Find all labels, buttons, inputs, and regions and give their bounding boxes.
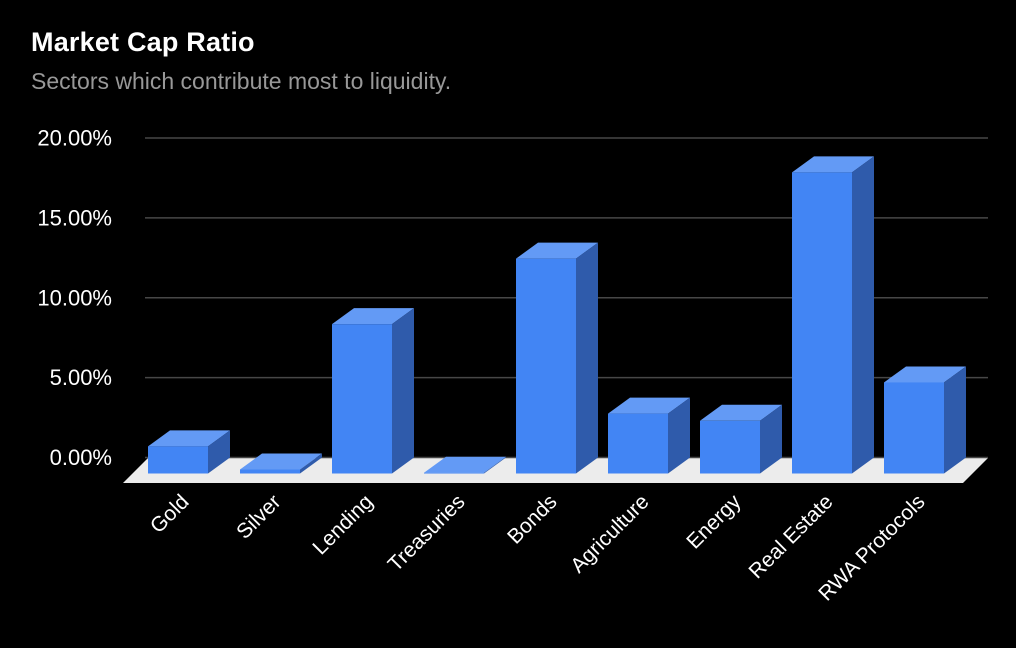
- bar-side-face: [852, 156, 874, 474]
- x-category-label: Agriculture: [566, 490, 653, 577]
- y-tick-label: 20.00%: [37, 126, 112, 151]
- bar-side-face: [484, 456, 506, 474]
- bar-top-face: [424, 456, 506, 473]
- chart-subtitle: Sectors which contribute most to liquidi…: [31, 68, 452, 94]
- bar-front-face: [148, 446, 208, 474]
- bar-top-face: [884, 366, 966, 383]
- bar-side-face: [208, 430, 230, 474]
- x-category-label: Silver: [232, 490, 285, 543]
- bar-side-face: [668, 397, 690, 474]
- bar-top-face: [240, 453, 322, 470]
- x-category-label: Gold: [146, 490, 194, 538]
- bar-front-face: [884, 382, 944, 474]
- bar-front-face: [332, 324, 392, 474]
- bar-front-face: [424, 472, 484, 474]
- y-tick-label: 15.00%: [37, 205, 112, 230]
- bar-top-face: [700, 404, 782, 421]
- x-category-label: Treasuries: [384, 490, 470, 576]
- x-category-label: Energy: [682, 490, 746, 554]
- y-tick-label: 10.00%: [37, 285, 112, 310]
- bar-front-face: [240, 469, 300, 474]
- bar-top-face: [148, 430, 230, 447]
- bar-front-face: [792, 172, 852, 474]
- bar-top-face: [792, 156, 874, 173]
- bar-top-face: [608, 397, 690, 414]
- bar-top-face: [516, 242, 598, 259]
- chart-title: Market Cap Ratio: [31, 27, 255, 57]
- bar-side-face: [760, 404, 782, 474]
- x-category-label: Real Estate: [745, 490, 838, 583]
- bar-side-face: [392, 308, 414, 474]
- bar-side-face: [576, 242, 598, 474]
- bar-side-face: [300, 453, 322, 474]
- y-tick-label: 5.00%: [50, 365, 112, 390]
- bar-front-face: [700, 420, 760, 474]
- bar-front-face: [516, 258, 576, 474]
- x-category-label: Bonds: [503, 490, 561, 548]
- bar-front-face: [608, 413, 668, 474]
- y-tick-label: 0.00%: [50, 445, 112, 470]
- x-category-label: Lending: [308, 490, 377, 559]
- bar-top-face: [332, 308, 414, 325]
- bar-side-face: [944, 366, 966, 474]
